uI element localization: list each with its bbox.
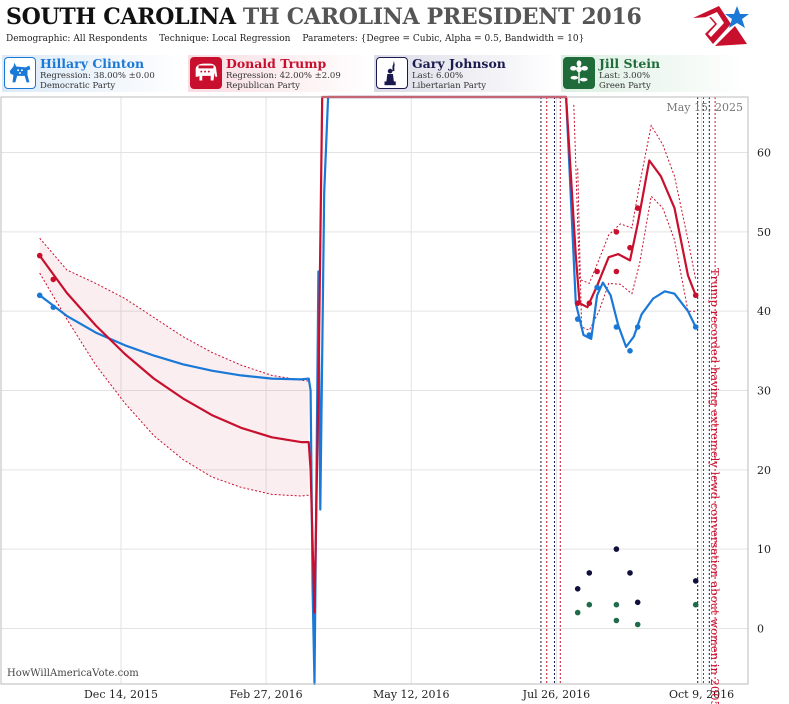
y-tick-label: 40	[757, 305, 771, 318]
y-tick-label: 60	[757, 147, 771, 160]
poll-point	[36, 292, 43, 299]
poll-point	[574, 300, 581, 307]
event-lines	[540, 97, 716, 684]
page-title: SOUTH CAROLINA TH CAROLINA PRESIDENT 2016	[6, 4, 642, 30]
candidate-clinton[interactable]: Hillary Clinton Regression: 38.00% ±0.00…	[2, 55, 187, 92]
poll-point	[613, 268, 620, 275]
parameters: Parameters: {Degree = Cubic, Alpha = 0.5…	[302, 34, 584, 44]
demographic-value[interactable]: All Respondents	[73, 34, 148, 44]
candidate-regression: Regression: 38.00% ±0.00	[40, 71, 155, 81]
parameters-bar: Demographic: All Respondents Technique: …	[6, 34, 593, 44]
parameters-value[interactable]: {Degree = Cubic, Alpha = 0.5, Bandwidth …	[360, 34, 585, 44]
technique-label: Technique:	[159, 34, 210, 44]
y-tick-label: 30	[757, 385, 771, 398]
candidate-name: Jill Stein	[599, 56, 661, 71]
poll-point	[692, 601, 699, 608]
x-tick-label: May 12, 2016	[373, 688, 450, 701]
poll-point	[692, 324, 699, 330]
y-tick-label: 20	[757, 464, 771, 477]
site-credit[interactable]: HowWillAmericaVote.com	[7, 668, 139, 679]
poll-point	[574, 316, 581, 322]
donkey-icon	[4, 57, 36, 89]
candidate-party: Libertarian Party	[412, 81, 487, 91]
poll-point	[634, 621, 641, 628]
poll-point	[613, 601, 620, 608]
poll-point	[613, 229, 620, 235]
poll-point	[627, 244, 633, 251]
site-logo-icon[interactable]	[691, 4, 753, 50]
trump-band-edge	[577, 168, 696, 331]
liberty-statue-icon	[376, 57, 408, 89]
candidate-name: Gary Johnson	[412, 56, 506, 71]
trump-band-edge	[39, 272, 309, 497]
trump-band-edge	[573, 104, 697, 285]
x-tick-label: Feb 27, 2016	[230, 688, 303, 701]
poll-point	[634, 324, 641, 330]
candidate-last: Last: 6.00%	[412, 71, 464, 81]
x-tick-label: Oct 9, 2016	[669, 688, 734, 701]
grid	[1, 97, 748, 684]
poll-point	[586, 332, 593, 338]
demographic-label: Demographic:	[6, 34, 71, 44]
header: SOUTH CAROLINA TH CAROLINA PRESIDENT 2016…	[0, 0, 789, 52]
confidence-bands	[39, 104, 697, 497]
event-annotation: Trump recorded having extremely lewd con…	[708, 268, 722, 704]
candidate-name: Hillary Clinton	[40, 56, 145, 71]
poll-point	[692, 292, 699, 299]
poll-point	[627, 348, 633, 354]
poll-point	[634, 205, 641, 211]
poll-point	[50, 276, 57, 283]
poll-point	[634, 599, 641, 606]
candidate-stein[interactable]: Jill Stein Last: 3.00% Green Party	[561, 55, 746, 92]
poll-point	[50, 304, 57, 311]
candidate-legend: Hillary Clinton Regression: 38.00% ±0.00…	[0, 55, 789, 93]
poll-point	[627, 570, 633, 576]
date-label: May 15, 2025	[666, 101, 743, 114]
technique: Technique: Local Regression	[159, 34, 290, 44]
x-tick-label: Jul 26, 2016	[522, 688, 591, 701]
candidate-party: Democratic Party	[40, 81, 116, 91]
y-tick-label: 50	[757, 226, 771, 239]
poll-point	[586, 601, 593, 608]
parameters-label: Parameters:	[302, 34, 358, 44]
candidate-name: Donald Trump	[226, 56, 327, 71]
flower-icon	[563, 57, 595, 89]
poll-point	[613, 324, 620, 330]
poll-point	[594, 284, 600, 291]
candidate-regression: Regression: 42.00% ±2.09	[226, 71, 341, 81]
candidate-last: Last: 3.00%	[599, 71, 651, 81]
poll-point	[692, 578, 699, 584]
candidate-johnson[interactable]: Gary Johnson Last: 6.00% Libertarian Par…	[374, 55, 559, 92]
candidate-party: Republican Party	[226, 81, 300, 91]
y-tick-label: 0	[757, 622, 764, 635]
poll-point	[586, 300, 593, 307]
poll-point	[594, 268, 600, 275]
axes: 0 10 20 30 40 50 60 Dec 14, 2015 Feb 27, 2016 May…	[0, 96, 771, 701]
technique-value[interactable]: Local Regression	[212, 34, 291, 44]
candidate-trump[interactable]: Donald Trump Regression: 42.00% ±2.09 Re…	[188, 55, 373, 92]
demographic: Demographic: All Respondents	[6, 34, 147, 44]
y-tick-label: 10	[757, 543, 771, 556]
poll-point	[574, 609, 581, 616]
title-state: SOUTH CAROLINA	[6, 4, 236, 30]
candidate-party: Green Party	[599, 81, 651, 91]
x-tick-label: Dec 14, 2015	[84, 688, 158, 701]
poll-point	[613, 546, 620, 552]
trump-confidence-band	[39, 238, 309, 496]
poll-point	[574, 586, 581, 592]
plot-frame	[0, 96, 749, 685]
poll-point	[36, 252, 43, 259]
elephant-icon	[190, 57, 222, 89]
title-rest: TH CAROLINA PRESIDENT 2016	[242, 4, 642, 30]
poll-points	[36, 205, 699, 628]
poll-point	[586, 570, 593, 576]
poll-point	[613, 617, 620, 624]
